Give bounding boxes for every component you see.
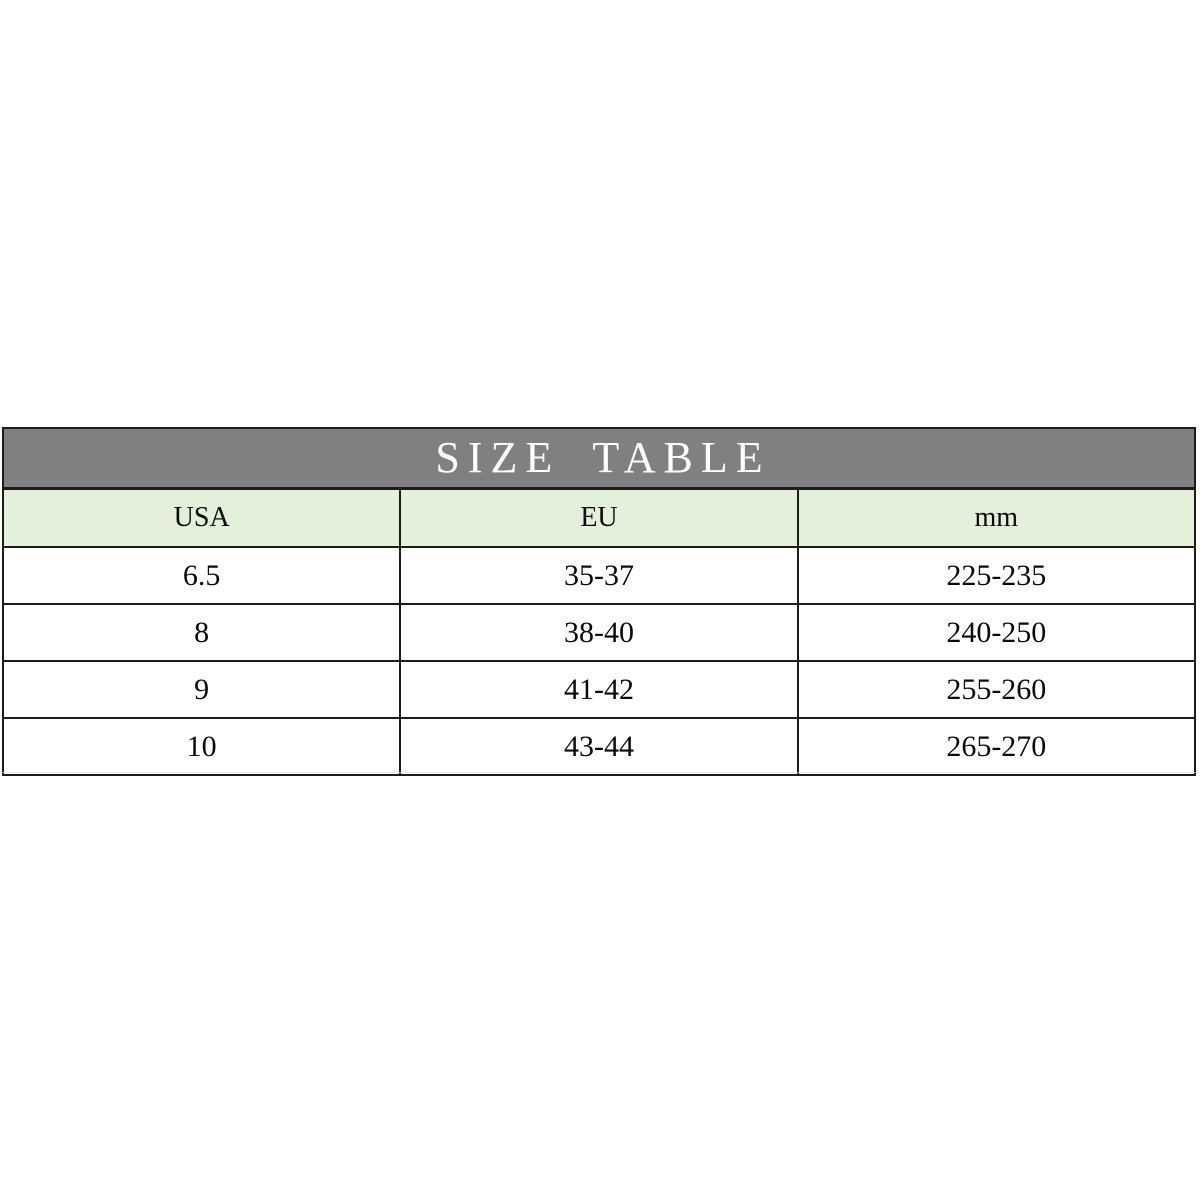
table-row: 6.5 35-37 225-235 (4, 546, 1194, 603)
size-table-title-banner: SIZE TABLE (4, 429, 1194, 487)
cell-mm-size: 240-250 (796, 605, 1194, 660)
cell-eu-size: 43-44 (399, 719, 796, 774)
cell-usa-size: 9 (194, 672, 210, 706)
cell-eu-size: 35-37 (399, 548, 796, 603)
size-table-header-row: USA EU mm (4, 487, 1194, 546)
table-row: 10 43-44 265-270 (4, 717, 1194, 774)
cell-eu-size: 38-40 (399, 605, 796, 660)
cell-mm-size: 225-235 (796, 548, 1194, 603)
cell-eu-size: 41-42 (399, 662, 796, 717)
cell-usa-size: 8 (194, 615, 210, 649)
cell-usa-size: 6.5 (182, 558, 221, 592)
column-header-eu: EU (399, 490, 796, 546)
column-header-usa: USA (173, 502, 230, 533)
size-table: SIZE TABLE USA EU mm 6.5 35-37 225-235 8… (2, 427, 1196, 776)
cropped-row-ghost-line (2, 772, 1196, 773)
column-header-mm: mm (796, 490, 1194, 546)
cell-mm-size: 265-270 (796, 719, 1194, 774)
size-table-title: SIZE TABLE (435, 433, 771, 482)
cell-mm-size: 255-260 (796, 662, 1194, 717)
table-row: 8 38-40 240-250 (4, 603, 1194, 660)
table-row: 9 41-42 255-260 (4, 660, 1194, 717)
cell-usa-size: 10 (186, 729, 217, 763)
